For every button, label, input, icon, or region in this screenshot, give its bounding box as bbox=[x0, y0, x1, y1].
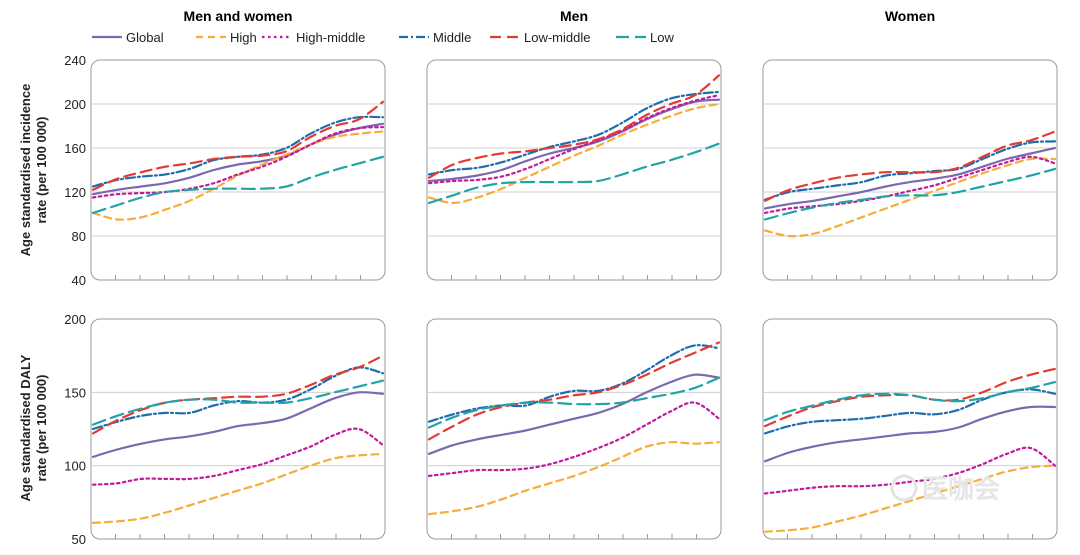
legend: Global High High-middle Middle Low-middle Low bbox=[92, 30, 674, 45]
panel-daly-men bbox=[426, 318, 722, 540]
y-tick-label-incidence-200: 200 bbox=[64, 97, 86, 112]
panel-daly-men-series-middle bbox=[427, 344, 721, 423]
panel-daly-men-and-women-series-low-middle bbox=[91, 354, 385, 435]
panel-daly-men-and-women: 50 100 150 200 bbox=[64, 312, 386, 547]
panel-incidence-women-series-low bbox=[763, 167, 1057, 221]
chart-panels: 40 80 120 160 200 240 50 100 150 200 bbox=[64, 53, 1058, 547]
panel-daly-men-series-low bbox=[427, 376, 721, 429]
legend-label-high: High bbox=[230, 30, 257, 45]
panel-daly-women-series-global bbox=[763, 405, 1057, 463]
panel-incidence-women-frame bbox=[762, 59, 1058, 281]
panel-daly-women-series-high bbox=[763, 464, 1057, 533]
panel-incidence-men-series-low bbox=[427, 142, 721, 205]
legend-label-middle: Middle bbox=[433, 30, 471, 45]
y-tick-label-incidence-160: 160 bbox=[64, 141, 86, 156]
watermark-logo-icon bbox=[890, 474, 918, 502]
y-axis-title-daly-line2: rate (per 100 000) bbox=[34, 375, 49, 482]
column-title-men: Men bbox=[560, 8, 588, 24]
watermark-text: 医咖会 bbox=[922, 474, 1000, 504]
panel-incidence-men-and-women-series-low-middle bbox=[91, 100, 385, 191]
panel-daly-women bbox=[762, 318, 1058, 540]
panel-incidence-men-series-middle bbox=[427, 90, 721, 176]
panel-daly-women-series-low bbox=[763, 381, 1057, 422]
panel-daly-men-series-high bbox=[427, 441, 721, 516]
panel-incidence-men-and-women-frame bbox=[90, 59, 386, 281]
legend-label-low-middle: Low-middle bbox=[524, 30, 590, 45]
legend-label-low: Low bbox=[650, 30, 674, 45]
panel-daly-women-series-high-middle bbox=[763, 446, 1057, 495]
panel-incidence-women-series-middle bbox=[763, 140, 1057, 201]
column-title-men-and-women: Men and women bbox=[184, 8, 293, 24]
y-tick-label-incidence-240: 240 bbox=[64, 53, 86, 68]
panel-incidence-men-and-women-series-high bbox=[91, 130, 385, 221]
panel-incidence-men-series-high-middle bbox=[427, 94, 721, 185]
panel-incidence-men-and-women-series-middle bbox=[91, 115, 385, 188]
panel-incidence-men-and-women: 40 80 120 160 200 240 bbox=[64, 53, 386, 288]
panel-incidence-men-series-low-middle bbox=[427, 74, 721, 179]
panel-daly-men-and-women-series-middle bbox=[91, 366, 385, 431]
panel-daly-women-frame bbox=[762, 318, 1058, 540]
panel-incidence-men-frame bbox=[426, 59, 722, 281]
watermark: 医咖会 bbox=[890, 474, 1000, 504]
column-title-women: Women bbox=[885, 8, 935, 24]
legend-label-global: Global bbox=[126, 30, 164, 45]
panel-incidence-men-and-women-series-high-middle bbox=[91, 126, 385, 199]
panel-daly-men-and-women-series-low bbox=[91, 379, 385, 426]
legend-label-high-middle: High-middle bbox=[296, 30, 365, 45]
panel-incidence-men-and-women-series-low bbox=[91, 155, 385, 214]
y-tick-label-incidence-80: 80 bbox=[72, 229, 86, 244]
panel-incidence-men bbox=[426, 59, 722, 281]
panel-daly-men-series-low-middle bbox=[427, 341, 721, 441]
panel-daly-women-series-low-middle bbox=[763, 367, 1057, 428]
panel-daly-men-and-women-series-global bbox=[91, 391, 385, 458]
y-axis-title-incidence-line2: rate (per 100 000) bbox=[34, 117, 49, 224]
y-axis-title-incidence-line1: Age standardised incidence bbox=[18, 84, 33, 257]
y-tick-label-incidence-120: 120 bbox=[64, 185, 86, 200]
panel-daly-men-and-women-series-high bbox=[91, 452, 385, 524]
panel-incidence-men-series-high bbox=[427, 102, 721, 205]
panel-daly-men-series-high-middle bbox=[427, 401, 721, 477]
panel-incidence-women bbox=[762, 59, 1058, 281]
y-tick-label-daly-100: 100 bbox=[64, 459, 86, 474]
y-tick-label-daly-200: 200 bbox=[64, 312, 86, 327]
y-axis-title-daly-line1: Age standardised DALY bbox=[18, 354, 33, 501]
panel-daly-men-and-women-frame bbox=[90, 318, 386, 540]
panel-incidence-women-series-global bbox=[763, 146, 1057, 210]
y-tick-label-daly-50: 50 bbox=[72, 532, 86, 547]
panel-incidence-women-series-high bbox=[763, 157, 1057, 238]
panel-incidence-women-series-low-middle bbox=[763, 130, 1057, 202]
y-tick-label-incidence-40: 40 bbox=[72, 273, 86, 288]
y-tick-label-daly-150: 150 bbox=[64, 385, 86, 400]
panel-daly-men-and-women-series-high-middle bbox=[91, 427, 385, 486]
panel-daly-men-series-global bbox=[427, 373, 721, 455]
